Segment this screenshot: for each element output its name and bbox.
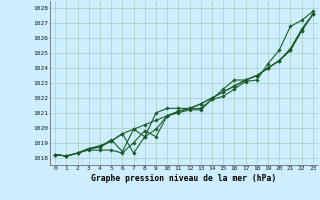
X-axis label: Graphe pression niveau de la mer (hPa): Graphe pression niveau de la mer (hPa) <box>92 174 276 183</box>
